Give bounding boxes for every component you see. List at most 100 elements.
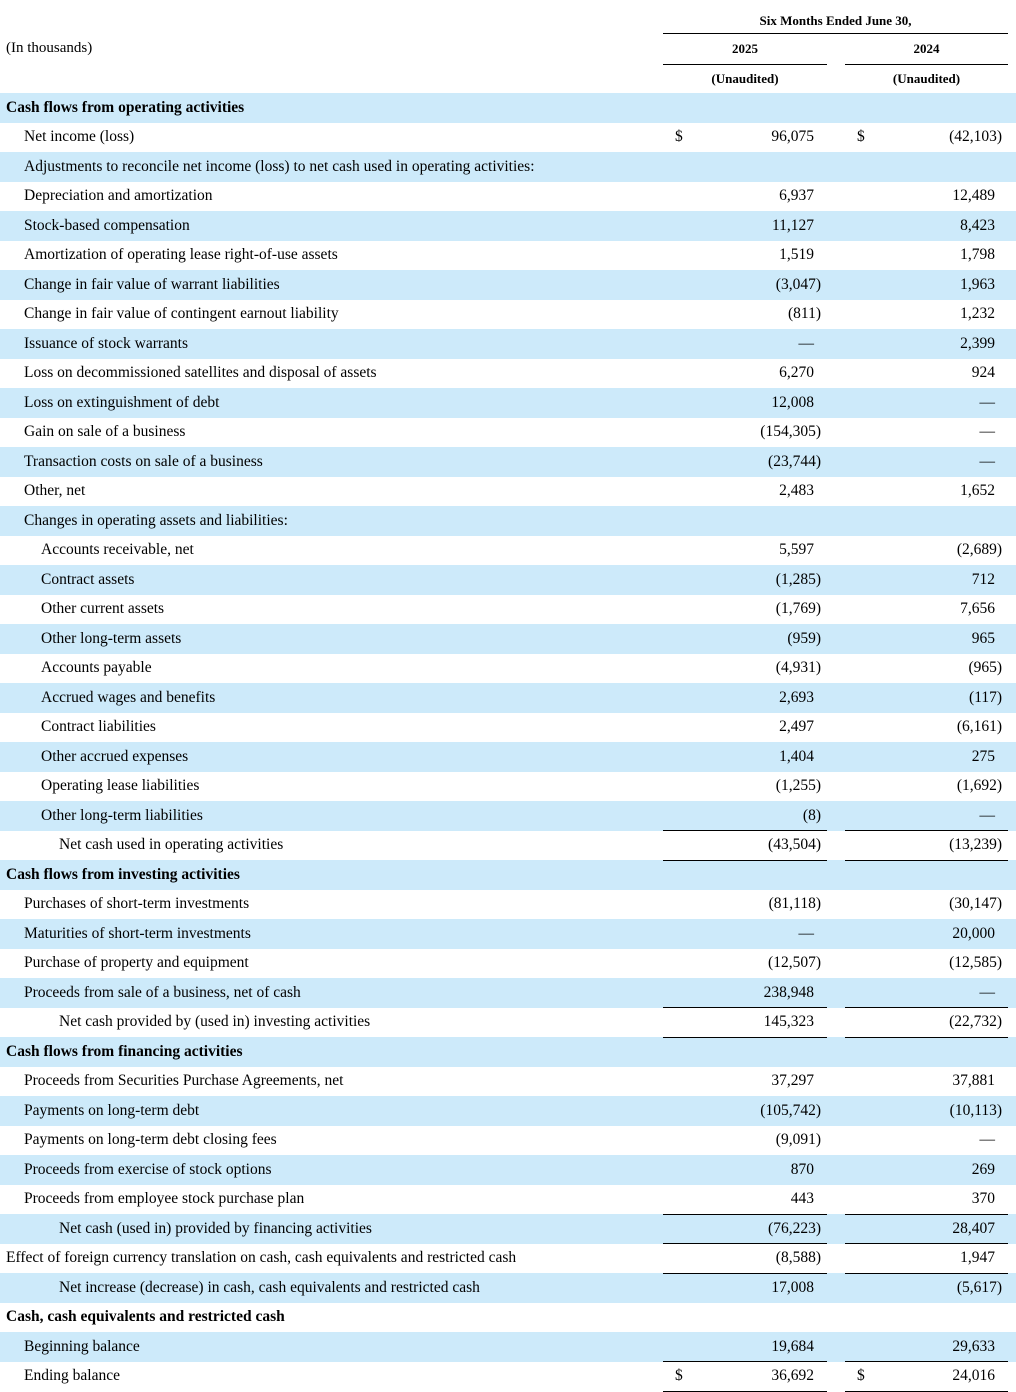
table-row: Other long-term liabilities (8) — xyxy=(0,801,1016,831)
row-label: Accounts payable xyxy=(41,659,152,677)
table-row: Transaction costs on sale of a business … xyxy=(0,447,1016,477)
currency-symbol-2025: $ xyxy=(675,128,683,146)
currency-symbol-2024 xyxy=(845,477,877,507)
row-label: Proceeds from employee stock purchase pl… xyxy=(24,1190,305,1208)
table-row: Loss on extinguishment of debt 12,008 — xyxy=(0,388,1016,418)
currency-symbol-2025 xyxy=(663,1007,695,1038)
row-label: Operating lease liabilities xyxy=(41,777,200,795)
row-label: Contract liabilities xyxy=(41,718,156,736)
value-2024: (22,732) xyxy=(877,1007,1009,1038)
column-gap xyxy=(827,1067,845,1097)
column-gap xyxy=(827,536,845,566)
table-row: Change in fair value of warrant liabilit… xyxy=(0,270,1016,300)
right-margin xyxy=(1008,359,1016,389)
row-label: Effect of foreign currency translation o… xyxy=(6,1249,517,1267)
value-2025: 12,008 xyxy=(771,393,814,411)
value-2025: (76,223) xyxy=(695,1214,827,1244)
year-header-row: (In thousands) 2025 2024 xyxy=(0,33,1016,65)
row-label: Other long-term assets xyxy=(41,629,182,647)
column-gap xyxy=(827,978,845,1008)
right-margin xyxy=(1008,713,1016,743)
table-row: Effect of foreign currency translation o… xyxy=(0,1243,1016,1274)
currency-symbol-2024: $ xyxy=(845,1361,877,1392)
row-label: Cash flows from financing activities xyxy=(6,1042,243,1060)
currency-symbol-2024 xyxy=(845,1007,877,1038)
scale-note: (In thousands) xyxy=(6,40,93,57)
currency-symbol-2024 xyxy=(845,1273,877,1303)
currency-symbol-2024 xyxy=(845,890,877,920)
currency-symbol-2025 xyxy=(663,683,695,713)
value-2025: (1,255) xyxy=(775,777,821,795)
row-label: Payments on long-term debt closing fees xyxy=(24,1131,277,1149)
column-gap xyxy=(827,477,845,507)
right-margin xyxy=(1008,270,1016,300)
value-2024: — xyxy=(979,393,996,411)
currency-symbol-2025 xyxy=(663,1037,695,1067)
table-row: Purchase of property and equipment (12,5… xyxy=(0,949,1016,979)
currency-symbol-2025 xyxy=(663,565,695,595)
currency-symbol-2025 xyxy=(663,1067,695,1097)
currency-symbol-2024 xyxy=(845,152,877,182)
currency-symbol-2024 xyxy=(845,93,877,123)
row-label: Beginning balance xyxy=(24,1337,140,1355)
column-gap xyxy=(827,890,845,920)
row-label: Transaction costs on sale of a business xyxy=(24,452,263,470)
right-margin xyxy=(1008,329,1016,359)
value-2025: 17,008 xyxy=(771,1279,814,1297)
table-row: Depreciation and amortization 6,937 12,4… xyxy=(0,182,1016,212)
value-2024: 269 xyxy=(971,1160,996,1178)
currency-symbol-2025: $ xyxy=(663,1361,695,1392)
currency-symbol-2025 xyxy=(663,506,695,536)
table-row: Purchases of short-term investments (81,… xyxy=(0,890,1016,920)
right-margin xyxy=(1008,93,1016,123)
column-gap xyxy=(827,1273,845,1303)
currency-symbol-2025 xyxy=(663,830,695,861)
column-gap xyxy=(827,624,845,654)
value-2024: (117) xyxy=(969,688,1003,706)
right-margin xyxy=(1008,447,1016,477)
currency-symbol-2024 xyxy=(845,1214,877,1244)
currency-symbol-2025 xyxy=(663,418,695,448)
currency-symbol-2024 xyxy=(845,978,877,1008)
value-2024 xyxy=(877,152,1008,182)
table-row: Stock-based compensation 11,127 8,423 xyxy=(0,211,1016,241)
table-row: Net cash (used in) provided by financing… xyxy=(0,1214,1016,1244)
currency-symbol-2024 xyxy=(845,830,877,861)
currency-symbol-2024 xyxy=(845,388,877,418)
right-margin xyxy=(1008,890,1016,920)
column-gap xyxy=(827,919,845,949)
right-margin xyxy=(1008,388,1016,418)
value-2024: (30,147) xyxy=(949,895,1003,913)
currency-symbol-2024 xyxy=(845,1184,877,1215)
right-margin xyxy=(1008,1214,1016,1244)
value-2024: 1,652 xyxy=(960,482,996,500)
value-2025: 37,297 xyxy=(771,1072,814,1090)
column-gap xyxy=(827,418,845,448)
column-gap xyxy=(827,565,845,595)
value-2025: 2,483 xyxy=(779,482,814,500)
right-margin xyxy=(1008,241,1016,271)
value-2024: (5,617) xyxy=(956,1279,1003,1297)
column-gap xyxy=(827,388,845,418)
value-2025: (154,305) xyxy=(760,423,821,441)
row-label: Issuance of stock warrants xyxy=(24,334,188,352)
value-2024: 1,963 xyxy=(960,275,996,293)
column-gap xyxy=(827,1096,845,1126)
value-2024: 965 xyxy=(971,629,996,647)
unaudited-label-2025: (Unaudited) xyxy=(711,70,779,86)
column-gap xyxy=(827,1126,845,1156)
currency-symbol-2024 xyxy=(845,772,877,802)
value-2024: (2,689) xyxy=(956,541,1003,559)
table-row: Payments on long-term debt (105,742) (10… xyxy=(0,1096,1016,1126)
currency-symbol-2024 xyxy=(845,1096,877,1126)
column-gap xyxy=(827,329,845,359)
value-2025: 96,075 xyxy=(771,128,814,146)
column-gap xyxy=(827,300,845,330)
currency-symbol-2024 xyxy=(845,536,877,566)
row-label: Net income (loss) xyxy=(24,128,135,146)
row-label: Change in fair value of warrant liabilit… xyxy=(24,275,280,293)
value-2025: (3,047) xyxy=(775,275,821,293)
table-row: Cash flows from operating activities xyxy=(0,93,1016,123)
currency-symbol-2024 xyxy=(845,329,877,359)
currency-symbol-2025 xyxy=(663,1273,695,1303)
